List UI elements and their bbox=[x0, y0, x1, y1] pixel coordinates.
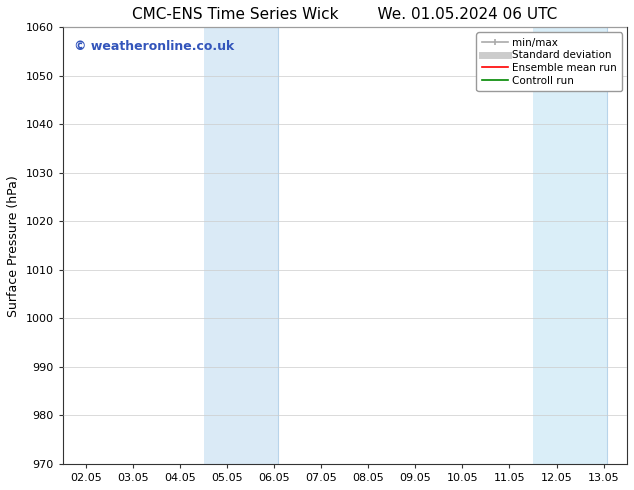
Text: © weatheronline.co.uk: © weatheronline.co.uk bbox=[74, 40, 234, 53]
Y-axis label: Surface Pressure (hPa): Surface Pressure (hPa) bbox=[7, 175, 20, 317]
Legend: min/max, Standard deviation, Ensemble mean run, Controll run: min/max, Standard deviation, Ensemble me… bbox=[477, 32, 622, 91]
Bar bbox=[204, 27, 278, 464]
Title: CMC-ENS Time Series Wick        We. 01.05.2024 06 UTC: CMC-ENS Time Series Wick We. 01.05.2024 … bbox=[133, 7, 557, 22]
Bar bbox=[533, 27, 607, 464]
